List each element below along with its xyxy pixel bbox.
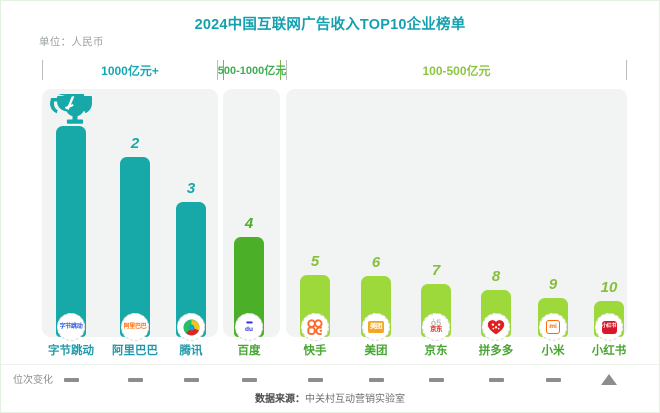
dash-icon <box>545 377 561 382</box>
rank-number-9: 9 <box>548 275 558 293</box>
band-label-2: 500-1000亿元 <box>217 65 287 77</box>
badge-ring <box>177 313 205 341</box>
footer-divider <box>1 364 659 365</box>
rank-number-7: 7 <box>431 262 441 280</box>
rank-change-6 <box>356 371 396 389</box>
logo-badge-alibaba[interactable]: 阿里巴巴 <box>121 313 149 341</box>
rank-change-3 <box>171 371 211 389</box>
rank-number-3: 3 <box>186 179 196 197</box>
trophy-icon <box>45 91 97 129</box>
rank-change-label: 位次变化 <box>13 375 53 386</box>
band-tick-right-2 <box>280 60 281 80</box>
dash-icon <box>63 377 79 382</box>
company-name-xiaohongshu: 小红书 <box>591 345 627 357</box>
logo-badge-baidu[interactable]: •••• du <box>235 313 263 341</box>
company-name-tencent: 腾讯 <box>179 345 203 357</box>
badge-ring <box>362 313 390 341</box>
company-name-pinduoduo: 拼多多 <box>478 345 514 357</box>
badge-ring <box>482 313 510 341</box>
company-name-bytedance: 字节跳动 <box>48 345 94 357</box>
band-tick-left-2 <box>223 60 224 80</box>
dash-icon <box>307 377 323 382</box>
rank-number-2: 2 <box>130 135 140 153</box>
company-name-baidu: 百度 <box>237 345 261 357</box>
badge-ring <box>422 313 450 341</box>
company-name-alibaba: 阿里巴巴 <box>112 345 158 357</box>
rank-number-8: 8 <box>491 267 501 285</box>
rank-change-1 <box>51 371 91 389</box>
rank-change-5 <box>295 371 335 389</box>
page-title: 2024中国互联网广告收入TOP10企业榜单 <box>194 17 466 33</box>
rank-change-8 <box>476 371 516 389</box>
logo-badge-kuaishou[interactable] <box>301 313 329 341</box>
badge-ring <box>301 313 329 341</box>
badge-ring <box>595 313 623 341</box>
logo-badge-pinduoduo[interactable] <box>482 313 510 341</box>
logo-badge-xiaomi[interactable]: mi <box>539 313 567 341</box>
band-tick-left-3 <box>286 60 287 80</box>
logo-badge-xiaohongshu[interactable]: 小红书 <box>595 313 623 341</box>
band-tick-right-1 <box>217 60 218 80</box>
rank-change-4 <box>229 371 269 389</box>
badge-ring <box>235 313 263 341</box>
company-name-meituan: 美团 <box>364 345 388 357</box>
data-source: 数据来源：中关村互动营销实验室 <box>1 390 659 405</box>
dash-icon <box>127 377 143 382</box>
logo-badge-meituan[interactable]: 美团 <box>362 313 390 341</box>
badge-ring <box>539 313 567 341</box>
logo-badge-jd[interactable]: ὁ5 京东 <box>422 313 450 341</box>
rank-number-10: 10 <box>600 279 618 296</box>
dash-icon <box>368 377 384 382</box>
rank-change-2 <box>115 371 155 389</box>
dash-icon <box>183 377 199 382</box>
company-name-jd: 京东 <box>424 345 448 357</box>
company-name-xiaomi: 小米 <box>541 345 565 357</box>
rank-change-10 <box>589 371 629 389</box>
company-name-kuaishou: 快手 <box>303 345 327 357</box>
logo-badge-tencent[interactable] <box>177 313 205 341</box>
band-label-3: 100-500亿元 <box>422 64 491 78</box>
bar-rank-2[interactable] <box>120 157 150 337</box>
rank-number-6: 6 <box>371 254 381 272</box>
badge-ring <box>57 313 85 341</box>
band-tick-left-1 <box>42 60 43 80</box>
dash-icon <box>428 377 444 382</box>
dash-icon <box>488 377 504 382</box>
band-label-1: 1000亿元+ <box>101 64 159 78</box>
arrow-up-icon <box>601 374 617 386</box>
band-panel-3 <box>286 89 627 337</box>
dash-icon <box>241 377 257 382</box>
rank-number-4: 4 <box>244 215 254 233</box>
band-tick-right-3 <box>626 60 627 80</box>
rank-change-7 <box>416 371 456 389</box>
rank-number-5: 5 <box>310 253 320 271</box>
data-source-value: 中关村互动营销实验室 <box>305 394 405 405</box>
badge-ring <box>121 313 149 341</box>
data-source-prefix: 数据来源： <box>255 394 305 405</box>
rank-change-9 <box>533 371 573 389</box>
logo-badge-bytedance[interactable]: 字节跳动 <box>57 313 85 341</box>
bar-rank-1[interactable] <box>56 126 86 337</box>
unit-label: 单位：人民币 <box>39 36 104 48</box>
